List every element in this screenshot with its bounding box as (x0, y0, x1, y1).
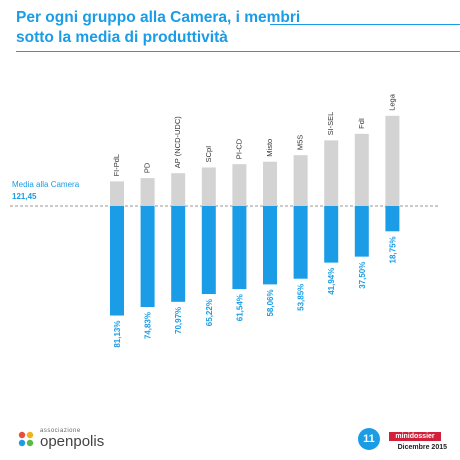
bar-below-6 (263, 206, 277, 285)
category-label-6: Misto (265, 139, 274, 157)
bar-above-8 (324, 140, 339, 206)
value-label-9: 37,50% (358, 262, 367, 289)
bar-below-8 (324, 206, 339, 263)
value-label-1: 81,13% (113, 321, 122, 348)
bar-below-10 (385, 206, 400, 232)
bar-below-2 (140, 206, 155, 308)
publication-date: Dicembre 2015 (397, 444, 447, 451)
bar-above-7 (293, 155, 308, 206)
logo-association-text: associazione (40, 428, 81, 434)
bar-below-7 (293, 206, 308, 279)
bar-below-1 (110, 206, 124, 316)
reference-value: 121,45 (12, 192, 37, 201)
reference-label: Media alla Camera (12, 180, 80, 189)
logo-name-text: openpolis (40, 433, 105, 450)
openpolis-logo-icon (18, 431, 34, 446)
category-label-10: Lega (387, 93, 396, 111)
bar-chart: Media alla Camera 121,45 FI-PdL 81,13% PD 74,… (10, 93, 440, 348)
bar-above-1 (110, 181, 124, 206)
bar-above-5 (232, 164, 247, 206)
value-label-6: 58,06% (266, 289, 275, 316)
bar-below-9 (354, 206, 369, 257)
value-label-10: 18,75% (388, 236, 397, 263)
value-label-3: 70,97% (174, 307, 183, 334)
page-number: 11 (358, 428, 380, 450)
category-label-2: PD (143, 162, 152, 173)
value-label-7: 53,85% (297, 284, 306, 311)
bar-below-5 (232, 206, 247, 290)
category-label-3: AP (NCD-UDC) (173, 116, 182, 168)
category-label-7: M5S (296, 135, 305, 150)
category-label-9: FdI (357, 118, 366, 129)
bar-above-2 (140, 178, 155, 206)
value-label-8: 41,94% (327, 268, 336, 295)
bar-above-9 (354, 133, 369, 206)
bar-above-10 (385, 115, 400, 206)
bar-below-3 (171, 206, 186, 302)
openpolis-logo: associazione openpolis (16, 428, 104, 449)
bar-below-4 (201, 206, 216, 295)
minidossier-badge: minidossier (389, 432, 441, 441)
category-label-5: PI-CD (234, 138, 243, 159)
value-label-4: 65,22% (205, 299, 214, 326)
chart-title: Per ogni gruppo alla Camera, i membri so… (16, 9, 301, 46)
bar-above-3 (171, 173, 186, 206)
category-label-4: SCpI (204, 146, 213, 163)
category-label-1: FI-PdL (112, 154, 121, 177)
value-label-2: 74,83% (144, 312, 153, 339)
value-label-5: 61,54% (235, 294, 244, 321)
title-rule-bottom (16, 51, 460, 52)
category-label-8: SI-SEL (326, 112, 335, 136)
title-rule (270, 24, 460, 25)
bar-above-6 (263, 161, 277, 206)
bar-above-4 (201, 167, 216, 206)
